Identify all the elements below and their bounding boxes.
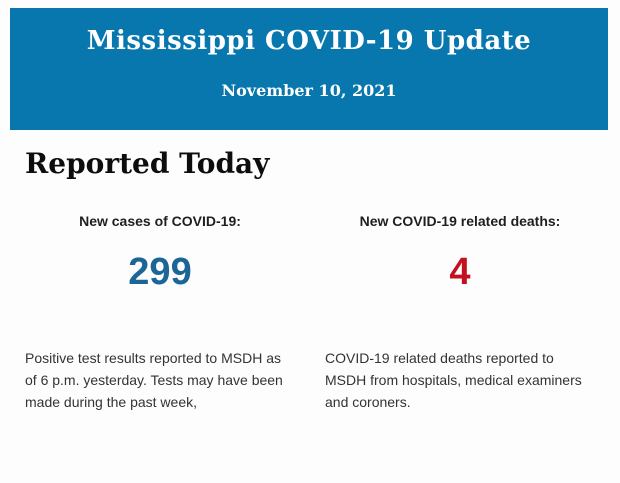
stats-grid: New cases of COVID-19: 299 Positive test…	[25, 213, 595, 427]
new-deaths-description: COVID-19 related deaths reported to MSDH…	[325, 350, 582, 410]
stat-new-cases: New cases of COVID-19: 299 Positive test…	[25, 213, 295, 427]
new-cases-value: 299	[128, 251, 192, 293]
header-banner: Mississippi COVID-19 Update November 10,…	[10, 8, 608, 130]
page-title: Mississippi COVID-19 Update	[86, 26, 532, 56]
section-heading: Reported Today	[25, 147, 270, 180]
new-cases-label: New cases of COVID-19:	[79, 213, 241, 229]
new-deaths-label: New COVID-19 related deaths:	[359, 213, 561, 229]
report-date: November 10, 2021	[221, 81, 397, 100]
content-area: Reported Today New cases of COVID-19: 29…	[0, 147, 620, 427]
stat-new-deaths: New COVID-19 related deaths: 4 COVID-19 …	[325, 213, 595, 427]
new-cases-description: Positive test results reported to MSDH a…	[25, 350, 283, 410]
new-deaths-value: 4	[449, 251, 471, 293]
